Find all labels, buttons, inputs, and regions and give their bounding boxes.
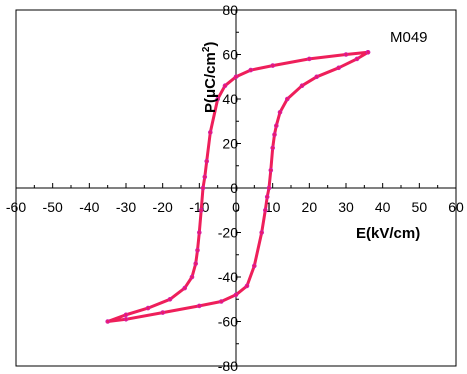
y-tick-label: 20 [222, 136, 238, 152]
y-tick-label: 80 [222, 2, 238, 18]
y-tick-label: -20 [218, 225, 238, 241]
data-point [233, 74, 239, 80]
x-axis-title: E(kV/cm) [356, 225, 420, 242]
y-axis-title-superscript: 2 [201, 46, 212, 52]
data-point [222, 83, 228, 88]
data-point [259, 230, 265, 235]
y-axis-title: P(μC/cm2) [201, 42, 219, 113]
data-point [197, 230, 202, 235]
x-tick-label: 40 [375, 199, 391, 215]
data-point [248, 67, 253, 73]
x-tick-label: -60 [6, 199, 26, 215]
y-axis-title-main: P(μC/cm [202, 52, 219, 113]
sample-label: M049 [390, 29, 428, 46]
x-tick-label: 20 [302, 199, 318, 215]
x-tick-label: -10 [189, 199, 209, 215]
y-tick-label: 40 [222, 91, 238, 107]
data-point [202, 174, 208, 180]
x-tick-label: -20 [153, 199, 173, 215]
data-point [263, 208, 268, 213]
data-point [264, 194, 270, 200]
data-point [200, 185, 206, 191]
data-point [197, 303, 202, 309]
data-point [314, 74, 320, 80]
x-tick-label: -30 [116, 199, 136, 215]
x-tick-label: 0 [232, 199, 240, 215]
data-point [195, 248, 200, 253]
x-tick-label: 30 [338, 199, 354, 215]
data-point [204, 159, 209, 164]
data-point [270, 63, 276, 68]
y-tick-label: 60 [222, 47, 238, 63]
data-point [208, 130, 213, 135]
data-point [285, 96, 290, 102]
data-point [189, 274, 195, 280]
data-point [274, 123, 279, 128]
x-tick-label: 10 [265, 199, 281, 215]
data-point [244, 283, 250, 289]
x-tick-label: -40 [79, 199, 99, 215]
x-tick-label: 60 [448, 199, 464, 215]
data-point [219, 299, 224, 304]
y-tick-label: -40 [218, 269, 238, 285]
data-point [268, 167, 274, 173]
x-tick-label: -50 [43, 199, 63, 215]
data-point [272, 132, 277, 137]
data-point [145, 305, 151, 311]
data-point [233, 292, 239, 298]
data-point [270, 145, 276, 151]
data-point [193, 261, 198, 266]
data-point [160, 310, 165, 315]
x-tick-label: 50 [412, 199, 428, 215]
y-axis-title-close: ) [202, 42, 219, 47]
data-point [123, 312, 129, 318]
y-tick-label: -60 [218, 314, 238, 330]
data-point [215, 96, 220, 102]
y-tick-label: 0 [230, 180, 238, 196]
data-point [354, 56, 360, 62]
data-point [123, 317, 129, 322]
data-point [299, 83, 305, 88]
data-point [336, 65, 342, 71]
data-point [252, 263, 257, 269]
data-point [343, 52, 349, 57]
data-point [277, 110, 283, 115]
data-point [307, 56, 312, 62]
data-point [365, 50, 371, 55]
data-point [198, 208, 204, 213]
y-tick-label: -80 [218, 358, 238, 374]
data-point [105, 319, 110, 324]
data-point [266, 185, 272, 191]
data-point [167, 297, 173, 302]
data-point [182, 285, 187, 291]
